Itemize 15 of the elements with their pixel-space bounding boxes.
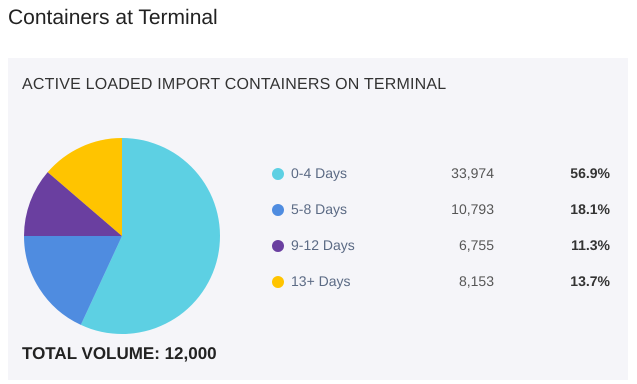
legend-label: 5-8 Days xyxy=(291,201,348,217)
data-label: 11.3% xyxy=(571,237,610,253)
data-label: 56.9% xyxy=(570,165,610,181)
data-label: 13.7% xyxy=(570,273,610,289)
text: 10,793 xyxy=(451,201,494,217)
text: TOTAL VOLUME: 12,000 xyxy=(22,344,217,364)
legend-label: 9-12 Days xyxy=(291,237,355,253)
data-label: 18.1% xyxy=(570,201,610,217)
text: 6,755 xyxy=(458,237,494,253)
text: 8,153 xyxy=(458,273,494,289)
chart-subtitle: ACTIVE LOADED IMPORT CONTAINERS ON TERMINAL xyxy=(22,76,446,94)
legend-label: 13+ Days xyxy=(291,273,351,289)
chart-title: Containers at Terminal xyxy=(8,6,218,30)
text: 33,974 xyxy=(451,165,494,181)
legend-label: 0-4 Days xyxy=(291,165,348,181)
